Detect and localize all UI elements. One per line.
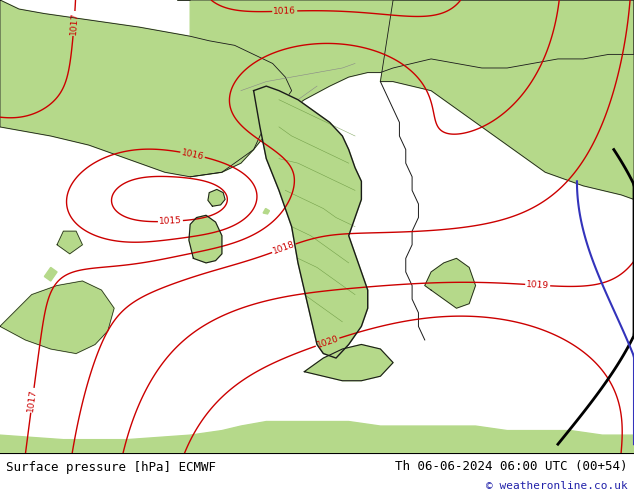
Text: 1017: 1017 (27, 388, 38, 412)
Polygon shape (189, 215, 222, 263)
Polygon shape (57, 231, 82, 254)
Polygon shape (0, 281, 114, 354)
Polygon shape (44, 268, 57, 281)
Polygon shape (254, 86, 368, 358)
Text: Th 06-06-2024 06:00 UTC (00+54): Th 06-06-2024 06:00 UTC (00+54) (395, 460, 628, 473)
Polygon shape (304, 344, 393, 381)
Polygon shape (425, 258, 476, 308)
Text: 1016: 1016 (181, 147, 205, 161)
Polygon shape (208, 190, 225, 206)
Polygon shape (263, 209, 269, 214)
Text: 1017: 1017 (68, 12, 79, 35)
Text: 1015: 1015 (158, 216, 182, 226)
Text: 1020: 1020 (315, 334, 340, 350)
Polygon shape (380, 0, 634, 199)
Text: 1018: 1018 (271, 240, 296, 256)
Text: © weatheronline.co.uk: © weatheronline.co.uk (486, 481, 628, 490)
Text: 1016: 1016 (273, 6, 296, 16)
Polygon shape (0, 0, 292, 177)
Polygon shape (0, 421, 634, 453)
Text: 1019: 1019 (526, 280, 550, 290)
Text: Surface pressure [hPa] ECMWF: Surface pressure [hPa] ECMWF (6, 462, 216, 474)
Polygon shape (178, 0, 634, 177)
